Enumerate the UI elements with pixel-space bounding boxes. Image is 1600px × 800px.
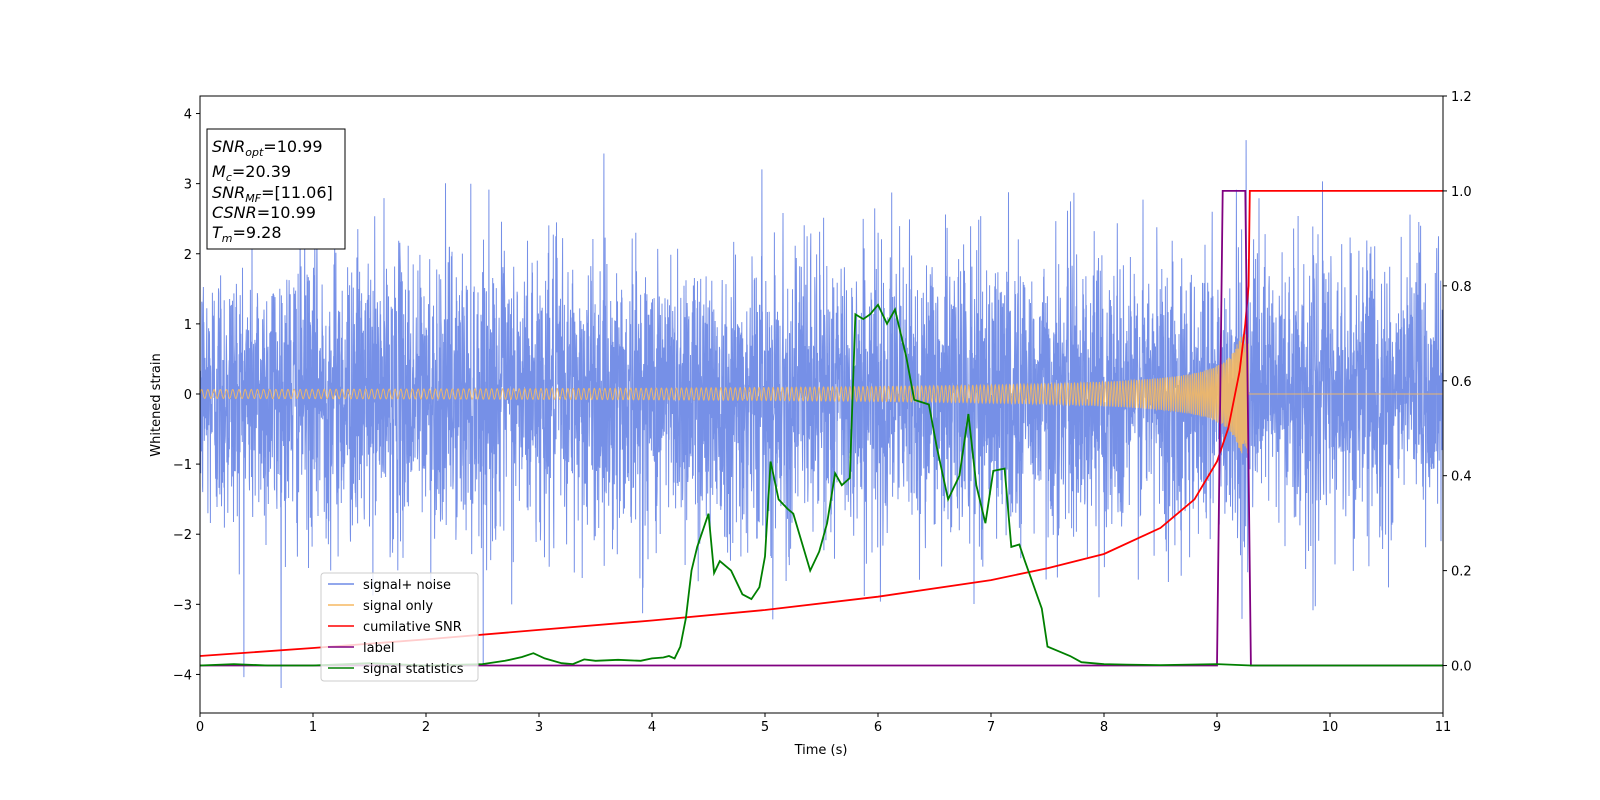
x-tick-label: 5 bbox=[761, 720, 769, 735]
legend-label-noise: signal+ noise bbox=[363, 578, 451, 593]
y2-tick-label: 1.2 bbox=[1451, 90, 1472, 105]
x-tick-label: 10 bbox=[1322, 720, 1339, 735]
y-axis-right: 1.2 1.0 0.8 0.6 0.4 0.2 0.0 bbox=[1443, 90, 1472, 675]
series-signal-statistics bbox=[199, 303, 1443, 667]
y-tick-label: 3 bbox=[184, 178, 192, 193]
y-tick-label: −4 bbox=[173, 668, 192, 683]
y-axis-label: Whitened strain bbox=[149, 353, 164, 456]
y-tick-label: −2 bbox=[173, 528, 192, 543]
x-tick-label: 0 bbox=[196, 720, 204, 735]
x-tick-label: 7 bbox=[987, 720, 995, 735]
x-tick-label: 3 bbox=[535, 720, 543, 735]
legend-label-label: label bbox=[363, 641, 394, 656]
y2-tick-label: 0.6 bbox=[1451, 375, 1472, 390]
plot-frame bbox=[199, 95, 1444, 714]
x-axis-label: Time (s) bbox=[794, 743, 848, 758]
y-tick-label: 0 bbox=[184, 388, 192, 403]
y2-tick-label: 1.0 bbox=[1451, 185, 1472, 200]
y-tick-label: −1 bbox=[173, 458, 192, 473]
annotation-box bbox=[206, 128, 346, 250]
x-tick-label: 2 bbox=[422, 720, 430, 735]
x-tick-label: 4 bbox=[648, 720, 656, 735]
y2-tick-label: 0.4 bbox=[1451, 470, 1472, 485]
annotation-csnr: CSNR=10.99 bbox=[212, 203, 316, 222]
x-axis: 0 1 2 3 4 5 6 7 8 9 10 11 bbox=[196, 713, 1451, 735]
signal-line bbox=[199, 334, 1443, 454]
legend-label-csnr: cumilative SNR bbox=[363, 620, 462, 635]
y-tick-label: −3 bbox=[173, 598, 192, 613]
cumulative-snr-line bbox=[199, 189, 1443, 657]
legend: signal+ noise signal only cumilative SNR… bbox=[320, 572, 479, 682]
series-cumulative-snr bbox=[199, 189, 1443, 657]
signal-statistics-line bbox=[199, 303, 1443, 667]
legend-label-signal: signal only bbox=[363, 599, 433, 614]
y2-tick-label: 0.0 bbox=[1451, 660, 1472, 675]
annotation-snr-opt: SNRopt=10.99 bbox=[212, 137, 323, 159]
x-tick-label: 8 bbox=[1100, 720, 1108, 735]
x-tick-label: 6 bbox=[874, 720, 882, 735]
x-tick-label: 1 bbox=[309, 720, 317, 735]
annotation-snr-mf: SNRMF=[11.06] bbox=[212, 183, 333, 205]
y-tick-label: 4 bbox=[184, 108, 192, 123]
x-tick-label: 9 bbox=[1213, 720, 1221, 735]
x-tick-label: 11 bbox=[1435, 720, 1452, 735]
legend-label-stats: signal statistics bbox=[363, 662, 464, 677]
series-signal-only bbox=[199, 334, 1443, 454]
y-tick-label: 2 bbox=[184, 248, 192, 263]
annotation-tm: Tm=9.28 bbox=[212, 223, 282, 245]
y2-tick-label: 0.8 bbox=[1451, 280, 1472, 295]
metrics-annotation: SNRopt=10.99 Mc=20.39 SNRMF=[11.06] CSNR… bbox=[206, 128, 346, 250]
y2-tick-label: 0.2 bbox=[1451, 565, 1472, 580]
y-tick-label: 1 bbox=[184, 318, 192, 333]
y-axis-left: 4 3 2 1 0 −1 −2 −3 −4 bbox=[173, 108, 200, 683]
legend-box bbox=[320, 572, 479, 682]
annotation-mc: Mc=20.39 bbox=[212, 162, 291, 184]
